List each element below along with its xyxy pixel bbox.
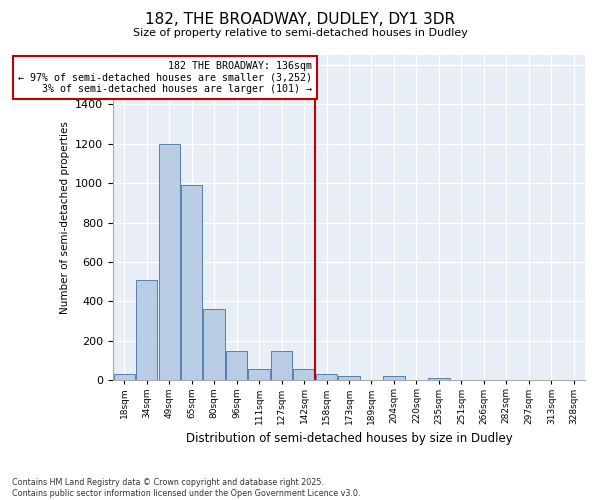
Bar xyxy=(181,185,202,380)
Bar xyxy=(158,144,180,380)
Bar xyxy=(248,368,270,380)
Text: 182, THE BROADWAY, DUDLEY, DY1 3DR: 182, THE BROADWAY, DUDLEY, DY1 3DR xyxy=(145,12,455,28)
X-axis label: Distribution of semi-detached houses by size in Dudley: Distribution of semi-detached houses by … xyxy=(185,432,512,445)
Bar xyxy=(428,378,449,380)
Y-axis label: Number of semi-detached properties: Number of semi-detached properties xyxy=(59,121,70,314)
Bar xyxy=(136,280,157,380)
Text: 182 THE BROADWAY: 136sqm
← 97% of semi-detached houses are smaller (3,252)
3% of: 182 THE BROADWAY: 136sqm ← 97% of semi-d… xyxy=(18,61,312,94)
Bar xyxy=(226,351,247,380)
Text: Size of property relative to semi-detached houses in Dudley: Size of property relative to semi-detach… xyxy=(133,28,467,38)
Bar xyxy=(113,374,135,380)
Bar xyxy=(203,310,225,380)
Text: Contains HM Land Registry data © Crown copyright and database right 2025.
Contai: Contains HM Land Registry data © Crown c… xyxy=(12,478,361,498)
Bar xyxy=(383,376,404,380)
Bar xyxy=(338,376,359,380)
Bar xyxy=(271,351,292,380)
Bar xyxy=(316,374,337,380)
Bar xyxy=(293,368,315,380)
